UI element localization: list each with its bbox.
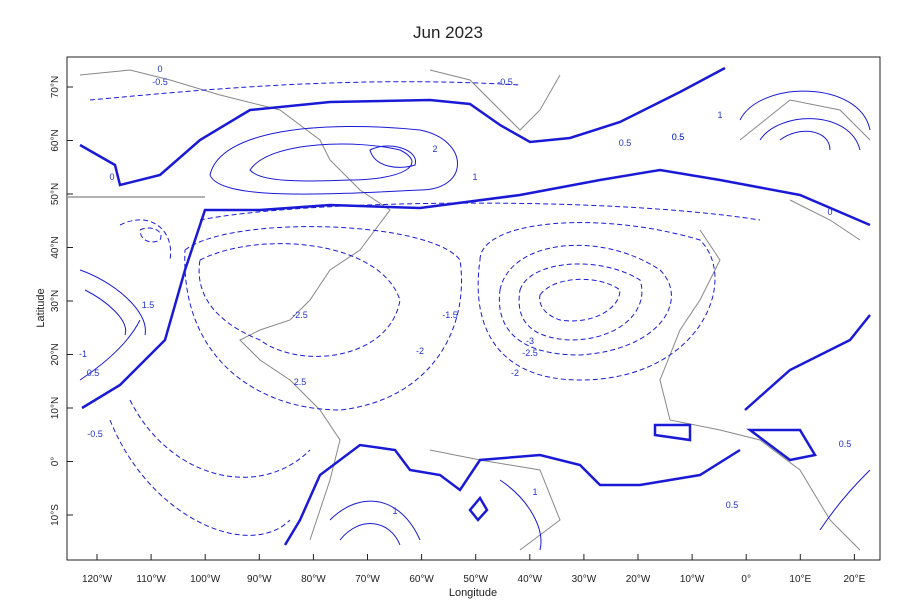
x-tick-label: 120°W — [82, 574, 113, 585]
contour-label: -3 — [526, 336, 534, 346]
y-tick-label: 60°N — [50, 129, 61, 151]
y-tick-label: 10°N — [50, 397, 61, 419]
y-tick-label: 0° — [50, 457, 61, 467]
contour-label: 0.5 — [619, 138, 632, 148]
contour-label: 1 — [392, 506, 397, 516]
contour-label: 0.5 — [672, 132, 685, 142]
plot-frame — [66, 56, 881, 561]
x-tick-label: 0° — [741, 574, 751, 585]
x-tick-label: 20°E — [844, 574, 866, 585]
contour-label: -2 — [511, 368, 519, 378]
contour-label: 0.5 — [672, 132, 685, 142]
x-tick-label: 90°W — [247, 574, 272, 585]
x-axis-label: Longitude — [449, 587, 497, 599]
zero-contour — [468, 314, 871, 522]
contour-label: -0.5 — [497, 77, 513, 87]
x-tick-label: 10°E — [789, 574, 811, 585]
y-tick-label: 10°S — [50, 504, 61, 526]
contour-label: 0.5 — [839, 439, 852, 449]
contour-label: 1 — [717, 110, 722, 120]
contour-label: 0.5 — [726, 500, 739, 510]
contour-label: 2.5 — [294, 377, 307, 387]
contour-labels: 0-0.5 -0.50210.50.5101.5-10.5-0.5-2.52.5-… — [79, 64, 851, 516]
negative-contour — [498, 244, 672, 356]
x-tick-label: 110°W — [136, 574, 166, 585]
x-tick-label: 40°W — [518, 574, 543, 585]
x-tick-label: 80°W — [301, 574, 326, 585]
contour-label: -0.5 — [87, 429, 103, 439]
negative-contour — [184, 222, 716, 411]
contour-label: -1.5 — [442, 310, 458, 320]
coast-americas — [79, 69, 391, 541]
positive-contour — [79, 90, 871, 381]
y-tick-label: 30°N — [50, 290, 61, 312]
contour-label: -2.5 — [292, 310, 308, 320]
coastlines — [79, 69, 871, 551]
y-tick-label: 40°N — [50, 236, 61, 258]
x-tick-label: 30°W — [572, 574, 597, 585]
contour-label: 0 — [109, 172, 114, 182]
contour-label: -0.5 — [152, 77, 168, 87]
map-title: Jun 2023 — [413, 23, 483, 42]
y-tick-label: 70°N — [50, 76, 61, 98]
contour-label: 1 — [472, 172, 477, 182]
x-tick-label: 70°W — [355, 574, 380, 585]
x-tick-label: 100°W — [190, 574, 221, 585]
contour-label: -1 — [79, 349, 87, 359]
x-tick-label: 50°W — [463, 574, 488, 585]
coast-europe — [739, 99, 871, 241]
contour-label: -2.5 — [522, 348, 538, 358]
contour-label: 0.5 — [87, 368, 100, 378]
negative-contour — [89, 81, 761, 536]
coast-greenland — [429, 69, 561, 131]
contour-label: 1.5 — [142, 300, 155, 310]
positive-contour — [329, 469, 871, 551]
y-axis-label: Latitude — [35, 288, 47, 327]
contour-label: 2 — [432, 144, 437, 154]
x-tick-label: 60°W — [409, 574, 434, 585]
coast-africa — [659, 229, 861, 551]
contour-label: 0 — [827, 207, 832, 217]
y-tick-label: 50°N — [50, 183, 61, 205]
positive-contour — [209, 125, 458, 195]
coast-brazil — [429, 449, 561, 551]
contour-label: 1 — [532, 487, 537, 497]
zero-contour — [283, 443, 741, 546]
x-tick-label: 20°W — [626, 574, 651, 585]
x-tick-label: 10°W — [680, 574, 705, 585]
contours — [79, 66, 871, 551]
zero-contour — [81, 168, 871, 410]
contour-label: 0 — [157, 64, 162, 74]
zero-contour — [79, 66, 726, 187]
contour-label: -2 — [416, 346, 424, 356]
y-tick-label: 20°N — [50, 343, 61, 365]
